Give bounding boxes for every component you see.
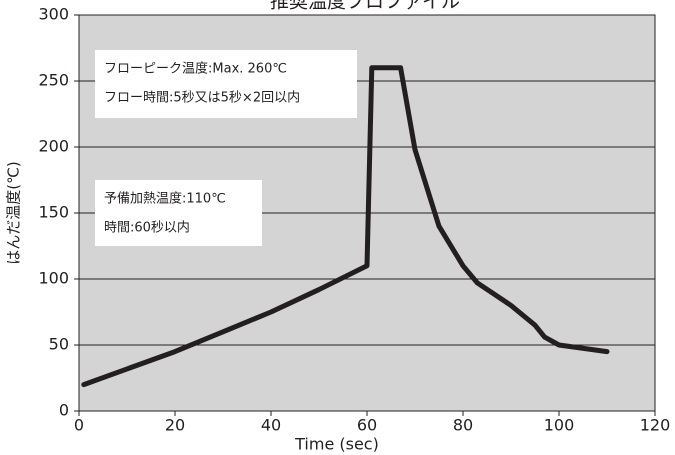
annotation-box	[95, 50, 357, 118]
y-tick-label: 150	[38, 203, 69, 222]
x-tick-label: 60	[357, 416, 377, 435]
y-axis-label: はんだ温度(℃)	[5, 161, 23, 265]
y-tick-label: 200	[38, 137, 69, 156]
x-tick-label: 20	[165, 416, 185, 435]
data-line	[81, 65, 610, 388]
annotation-text: フロー時間:5秒又は5秒×2回以内	[104, 90, 300, 106]
x-tick-label: 100	[544, 416, 575, 435]
annotation-text: 時間:60秒以内	[104, 220, 190, 236]
y-tick-label: 50	[49, 335, 69, 354]
annotation-text: フローピーク温度:Max. 260℃	[104, 61, 287, 77]
y-tick-label: 300	[38, 5, 69, 24]
x-tick-label: 40	[261, 416, 281, 435]
y-tick-label: 0	[59, 401, 69, 420]
x-tick-label: 0	[74, 416, 84, 435]
x-axis-label: Time (sec)	[294, 435, 379, 454]
chart-title: 推奨温度プロファイル	[270, 0, 460, 13]
annotation-text: 予備加熱温度:110℃	[104, 191, 226, 207]
x-tick-label: 120	[640, 416, 671, 435]
annotation-box	[95, 180, 262, 246]
x-tick-label: 80	[453, 416, 473, 435]
y-tick-label: 100	[38, 269, 69, 288]
y-tick-label: 250	[38, 71, 69, 90]
